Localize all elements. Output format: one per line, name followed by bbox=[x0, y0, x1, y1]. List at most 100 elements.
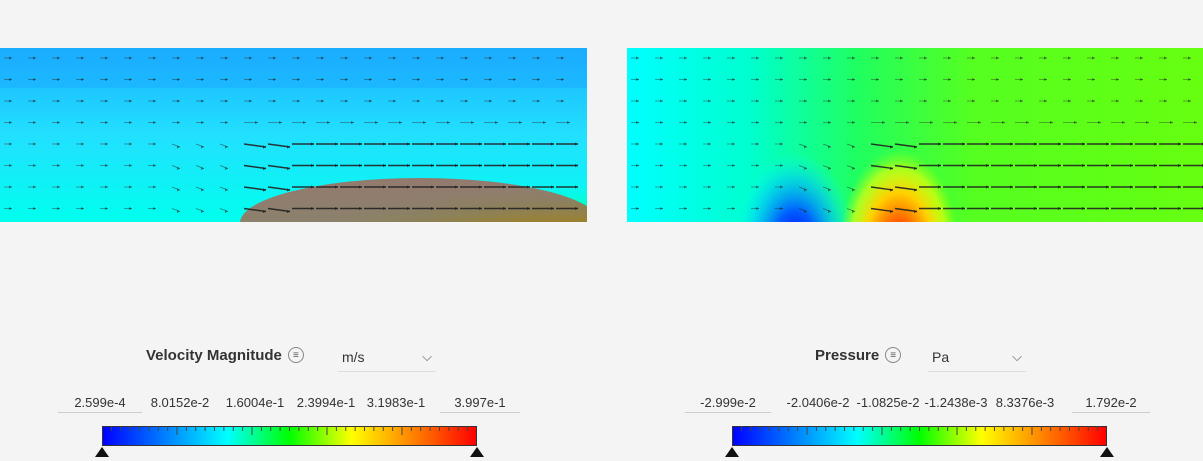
vector-arrowhead bbox=[105, 164, 108, 167]
vector-arrowhead bbox=[297, 56, 300, 60]
vector-arrowhead bbox=[684, 56, 687, 60]
pressure-field-view[interactable] bbox=[627, 48, 1203, 222]
vector-arrowhead bbox=[489, 56, 492, 60]
vector-arrowhead bbox=[543, 121, 546, 124]
vector-arrowhead bbox=[660, 164, 663, 167]
vector-arrowhead bbox=[287, 188, 290, 192]
vector-arrowhead bbox=[57, 121, 60, 124]
vector-arrowhead bbox=[57, 56, 60, 60]
menu-lines-icon[interactable]: ≡ bbox=[287, 347, 304, 363]
velocity-min-input[interactable]: 2.599e-4 bbox=[58, 394, 142, 413]
vector-arrowhead bbox=[311, 164, 314, 167]
vector-arrowhead bbox=[1010, 207, 1013, 210]
vector-arrowhead bbox=[369, 56, 372, 60]
vector-arrowhead bbox=[828, 188, 831, 192]
vector-arrowhead bbox=[1140, 78, 1143, 81]
velocity-colorbar-ticks bbox=[110, 426, 469, 435]
vector-arrowhead bbox=[153, 185, 156, 189]
vector-arrowhead bbox=[33, 56, 36, 60]
velocity-field-view[interactable] bbox=[0, 48, 587, 222]
vector-arrowhead bbox=[756, 164, 759, 167]
vector-arrowhead bbox=[1116, 56, 1119, 60]
vector-arrowhead bbox=[431, 142, 434, 146]
vector-arrowhead bbox=[1034, 207, 1037, 210]
vector-arrowhead bbox=[948, 99, 951, 103]
vector-arrowhead bbox=[455, 207, 458, 210]
vector-arrowhead bbox=[249, 56, 252, 60]
vector-arrowhead bbox=[684, 99, 687, 103]
vector-arrowhead bbox=[417, 56, 420, 60]
vector-arrowhead bbox=[852, 121, 855, 124]
pressure-max-handle[interactable] bbox=[1100, 447, 1114, 457]
vector-arrowhead bbox=[153, 207, 156, 210]
vector-arrowhead bbox=[447, 121, 450, 124]
vector-arrowhead bbox=[1122, 121, 1125, 124]
vector-arrowhead bbox=[852, 145, 855, 149]
vector-arrowhead bbox=[1188, 78, 1191, 81]
vector-arrowhead bbox=[708, 207, 711, 210]
vector-arrowhead bbox=[129, 164, 132, 167]
vector-arrowhead bbox=[129, 207, 132, 210]
vector-arrowhead bbox=[383, 185, 386, 189]
vector-arrowhead bbox=[345, 78, 348, 81]
vector-arrowhead bbox=[636, 78, 639, 81]
vector-arrowhead bbox=[780, 121, 783, 124]
vector-arrowhead bbox=[407, 185, 410, 189]
vector-arrowhead bbox=[948, 56, 951, 60]
vector-arrowhead bbox=[263, 145, 266, 149]
vector-arrowhead bbox=[201, 167, 204, 170]
vector-arrowhead bbox=[273, 99, 276, 103]
pressure-contour bbox=[627, 48, 1203, 222]
pressure-min-handle[interactable] bbox=[725, 447, 739, 457]
vector-arrowhead bbox=[684, 142, 687, 146]
vector-arrowhead bbox=[399, 121, 402, 124]
vector-arrowhead bbox=[153, 99, 156, 103]
vector-arrowhead bbox=[1010, 142, 1013, 146]
vector-arrowhead bbox=[684, 121, 687, 124]
vector-arrowhead bbox=[441, 78, 444, 81]
velocity-min-handle[interactable] bbox=[95, 447, 109, 457]
velocity-tick-label: 1.6004e-1 bbox=[225, 395, 285, 410]
vector-arrowhead bbox=[287, 145, 290, 149]
velocity-max-handle[interactable] bbox=[470, 447, 484, 457]
vector-arrowhead bbox=[828, 99, 831, 103]
vector-arrowhead bbox=[201, 188, 204, 192]
vector-arrowhead bbox=[561, 78, 564, 81]
vector-arrowhead bbox=[1154, 142, 1157, 146]
vector-arrowhead bbox=[756, 185, 759, 189]
vector-arrowhead bbox=[249, 99, 252, 103]
vector-arrowhead bbox=[9, 185, 12, 189]
vector-arrowhead bbox=[177, 121, 180, 124]
velocity-unit-select[interactable]: m/s ⌵ bbox=[338, 342, 436, 372]
pressure-max-input[interactable]: 1.792e-2 bbox=[1072, 394, 1150, 413]
vector-arrowhead bbox=[636, 121, 639, 124]
vector-arrowhead bbox=[287, 167, 290, 170]
vector-arrowhead bbox=[551, 185, 554, 189]
vector-arrowhead bbox=[311, 185, 314, 189]
vector-arrowhead bbox=[561, 56, 564, 60]
vector-arrowhead bbox=[297, 99, 300, 103]
vector-arrowhead bbox=[567, 121, 570, 124]
pressure-min-input[interactable]: -2.999e-2 bbox=[685, 394, 771, 413]
vector-arrowhead bbox=[708, 185, 711, 189]
vector-arrowhead bbox=[105, 207, 108, 210]
vector-arrowhead bbox=[33, 78, 36, 81]
vector-arrowhead bbox=[33, 185, 36, 189]
vector-arrowhead bbox=[201, 99, 204, 103]
vector-arrowhead bbox=[225, 78, 228, 81]
vector-arrowhead bbox=[1146, 121, 1149, 124]
vector-arrowhead bbox=[1188, 99, 1191, 103]
velocity-vectors bbox=[4, 56, 578, 213]
vector-arrowhead bbox=[225, 56, 228, 60]
vector-arrowhead bbox=[527, 185, 530, 189]
menu-lines-icon[interactable]: ≡ bbox=[885, 347, 902, 363]
vector-arrowhead bbox=[279, 121, 282, 124]
vector-arrow bbox=[894, 186, 918, 191]
pressure-unit-select[interactable]: Pa ⌵ bbox=[928, 342, 1026, 372]
vector-arrowhead bbox=[708, 56, 711, 60]
vector-arrowhead bbox=[732, 207, 735, 210]
velocity-max-input[interactable]: 3.997e-1 bbox=[440, 394, 520, 413]
vector-arrowhead bbox=[57, 207, 60, 210]
vector-arrowhead bbox=[890, 210, 893, 213]
vector-arrowhead bbox=[1140, 99, 1143, 103]
